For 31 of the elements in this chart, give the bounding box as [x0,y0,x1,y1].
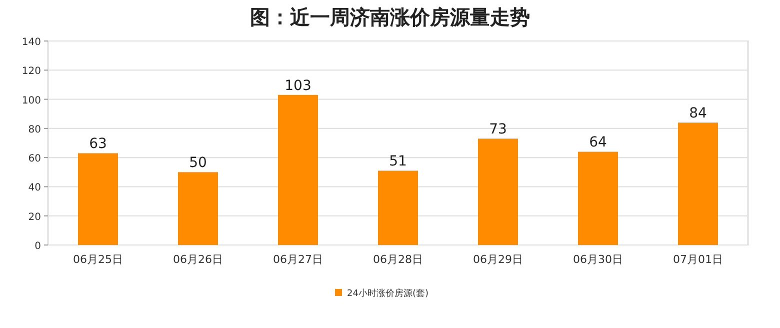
data-label: 50 [189,155,207,172]
y-tick-label: 40 [28,182,41,194]
data-label: 84 [689,106,707,122]
data-label: 63 [89,136,107,152]
data-label: 51 [389,154,407,170]
x-tick-label: 07月01日 [673,253,723,266]
x-tick-label: 06月26日 [173,253,223,266]
bar [578,152,618,245]
x-tick-label: 06月29日 [473,253,523,266]
bar [178,172,218,245]
bar [78,153,118,245]
x-tick-label: 06月25日 [73,253,123,266]
y-tick-label: 60 [28,154,41,165]
y-tick-label: 140 [22,37,41,48]
x-tick-label: 06月27日 [273,253,323,266]
data-label: 73 [489,122,507,138]
bar [278,94,318,245]
bar [378,170,418,245]
y-tick-label: 100 [22,95,41,106]
y-tick-label: 0 [34,241,41,252]
data-label: 103 [284,78,312,94]
y-tick-label: 20 [28,212,41,223]
x-tick-label: 06月30日 [573,253,623,266]
legend-label: 24小时涨价房源(套) [347,288,428,299]
data-label: 64 [589,134,607,151]
chart-title: 图：近一周济南涨价房源量走势 [250,5,530,29]
y-tick-label: 80 [28,124,41,136]
bar [678,122,718,245]
bar [478,138,518,245]
y-tick-label: 120 [22,66,41,78]
x-tick-label: 06月28日 [373,253,423,266]
